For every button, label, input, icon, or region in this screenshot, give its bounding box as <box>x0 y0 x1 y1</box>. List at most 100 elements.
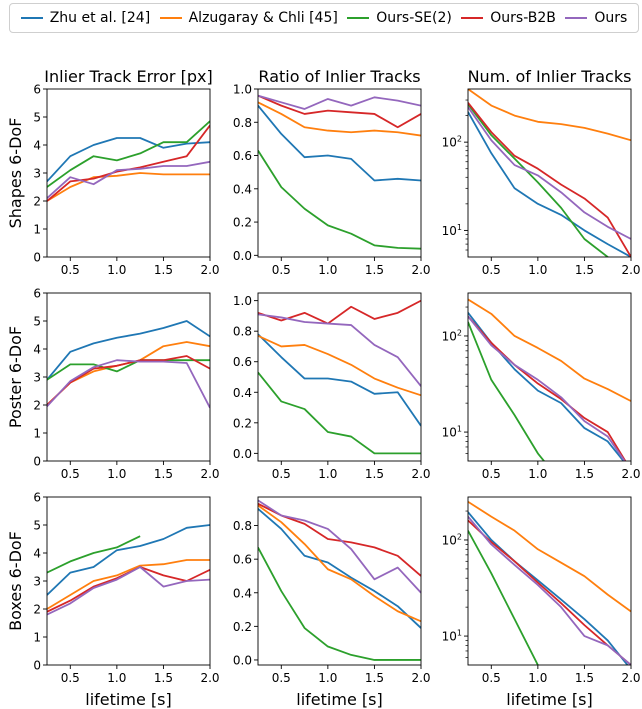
legend-label: Zhu et al. [24] <box>49 10 151 26</box>
legend-item: Ours <box>565 10 627 26</box>
x-tick-label: 2.0 <box>200 671 219 685</box>
series-line <box>258 499 421 594</box>
axes-frame <box>467 88 632 258</box>
series-line <box>468 511 629 665</box>
y-tick-label: 4 <box>33 547 41 561</box>
x-tick-label: 2.0 <box>411 263 430 277</box>
series-line <box>47 172 210 202</box>
x-tick-label: 0.5 <box>61 263 80 277</box>
y-tick-label: 101 <box>442 425 462 440</box>
y-tick-label: 4 <box>33 343 41 357</box>
y-tick-label: 0.6 <box>233 149 252 163</box>
y-tick-label: 6 <box>33 83 41 97</box>
series-line <box>468 315 626 461</box>
y-tick-label: 101 <box>442 223 462 238</box>
axes-frame <box>257 292 422 462</box>
y-tick-label: 1 <box>33 631 41 645</box>
series-line <box>468 321 546 461</box>
y-tick-label: 0.4 <box>233 386 252 400</box>
series-line <box>47 524 210 596</box>
legend-swatch <box>347 17 370 19</box>
x-tick-label: 1.5 <box>575 263 594 277</box>
legend-label: Ours <box>594 10 628 26</box>
y-tick-label: 0.0 <box>233 447 252 461</box>
y-tick-label: 0 <box>33 251 41 265</box>
y-tick-label: 101 <box>442 629 462 644</box>
y-tick-label: 1 <box>33 427 41 441</box>
series-line <box>47 160 210 199</box>
x-tick-label: 1.0 <box>528 467 547 481</box>
x-tick-label: 0.5 <box>482 467 501 481</box>
axes-frame <box>467 496 632 666</box>
y-tick-label: 3 <box>33 167 41 181</box>
series-line <box>47 559 210 610</box>
series-line <box>468 530 539 665</box>
x-tick-label: 0.5 <box>272 467 291 481</box>
x-tick-label: 1.0 <box>107 671 126 685</box>
axes-frame <box>46 292 211 462</box>
axes-frame <box>467 292 632 462</box>
series-line <box>258 150 421 250</box>
series-line <box>468 106 631 240</box>
legend-item: Ours-B2B <box>461 10 556 26</box>
y-tick-label: 0.0 <box>233 249 252 263</box>
series-line <box>468 315 627 461</box>
x-tick-label: 1.5 <box>365 467 384 481</box>
y-tick-label: 5 <box>33 315 41 329</box>
x-tick-label: 1.0 <box>528 671 547 685</box>
series-line <box>47 355 210 406</box>
x-tick-label: 2.0 <box>621 671 640 685</box>
legend: Zhu et al. [24] Alzugaray & Chli [45] Ours… <box>9 3 639 33</box>
series-line <box>258 105 421 182</box>
series-line <box>47 535 141 574</box>
y-tick-label: 102 <box>442 328 462 343</box>
axes-frame <box>46 88 211 258</box>
y-tick-label: 0.2 <box>233 216 252 230</box>
row-label: Shapes 6-DoF <box>6 118 25 229</box>
x-tick-label: 1.0 <box>318 467 337 481</box>
axes-frame <box>257 88 422 258</box>
y-tick-label: 2 <box>33 399 41 413</box>
x-tick-label: 1.5 <box>154 467 173 481</box>
x-tick-label: 1.0 <box>528 263 547 277</box>
x-tick-label: 2.0 <box>411 467 430 481</box>
x-tick-label: 0.5 <box>482 671 501 685</box>
y-tick-label: 0.2 <box>233 620 252 634</box>
y-tick-label: 0.4 <box>233 182 252 196</box>
legend-item: Ours-SE(2) <box>347 10 452 26</box>
y-tick-label: 102 <box>442 135 462 150</box>
legend-swatch <box>461 17 484 19</box>
x-tick-label: 1.5 <box>154 263 173 277</box>
legend-swatch <box>159 17 182 19</box>
x-tick-label: 2.0 <box>200 467 219 481</box>
x-tick-label: 1.0 <box>318 671 337 685</box>
series-line <box>258 299 421 325</box>
legend-swatch <box>565 17 588 19</box>
series-line <box>47 124 210 202</box>
x-tick-label: 0.5 <box>61 671 80 685</box>
x-tick-label: 1.0 <box>107 263 126 277</box>
series-line <box>47 120 210 188</box>
y-tick-label: 102 <box>442 532 462 547</box>
x-tick-label: 0.5 <box>272 671 291 685</box>
y-tick-label: 0 <box>33 659 41 673</box>
series-line <box>47 137 210 183</box>
series-line <box>258 313 421 387</box>
x-tick-label: 1.5 <box>365 671 384 685</box>
series-line <box>47 359 210 381</box>
panel-title: Num. of Inlier Tracks <box>468 67 632 86</box>
x-tick-label: 1.5 <box>365 263 384 277</box>
series-line <box>258 508 421 629</box>
x-axis-label: lifetime [s] <box>85 690 171 709</box>
series-line <box>468 500 631 613</box>
series-line <box>258 94 421 129</box>
y-tick-label: 5 <box>33 111 41 125</box>
x-tick-label: 1.5 <box>575 467 594 481</box>
series-line <box>258 546 421 661</box>
y-tick-label: 1.0 <box>233 294 252 308</box>
y-tick-label: 0.8 <box>233 116 252 130</box>
y-tick-label: 5 <box>33 519 41 533</box>
series-line <box>468 111 631 257</box>
y-tick-label: 0.6 <box>233 553 252 567</box>
